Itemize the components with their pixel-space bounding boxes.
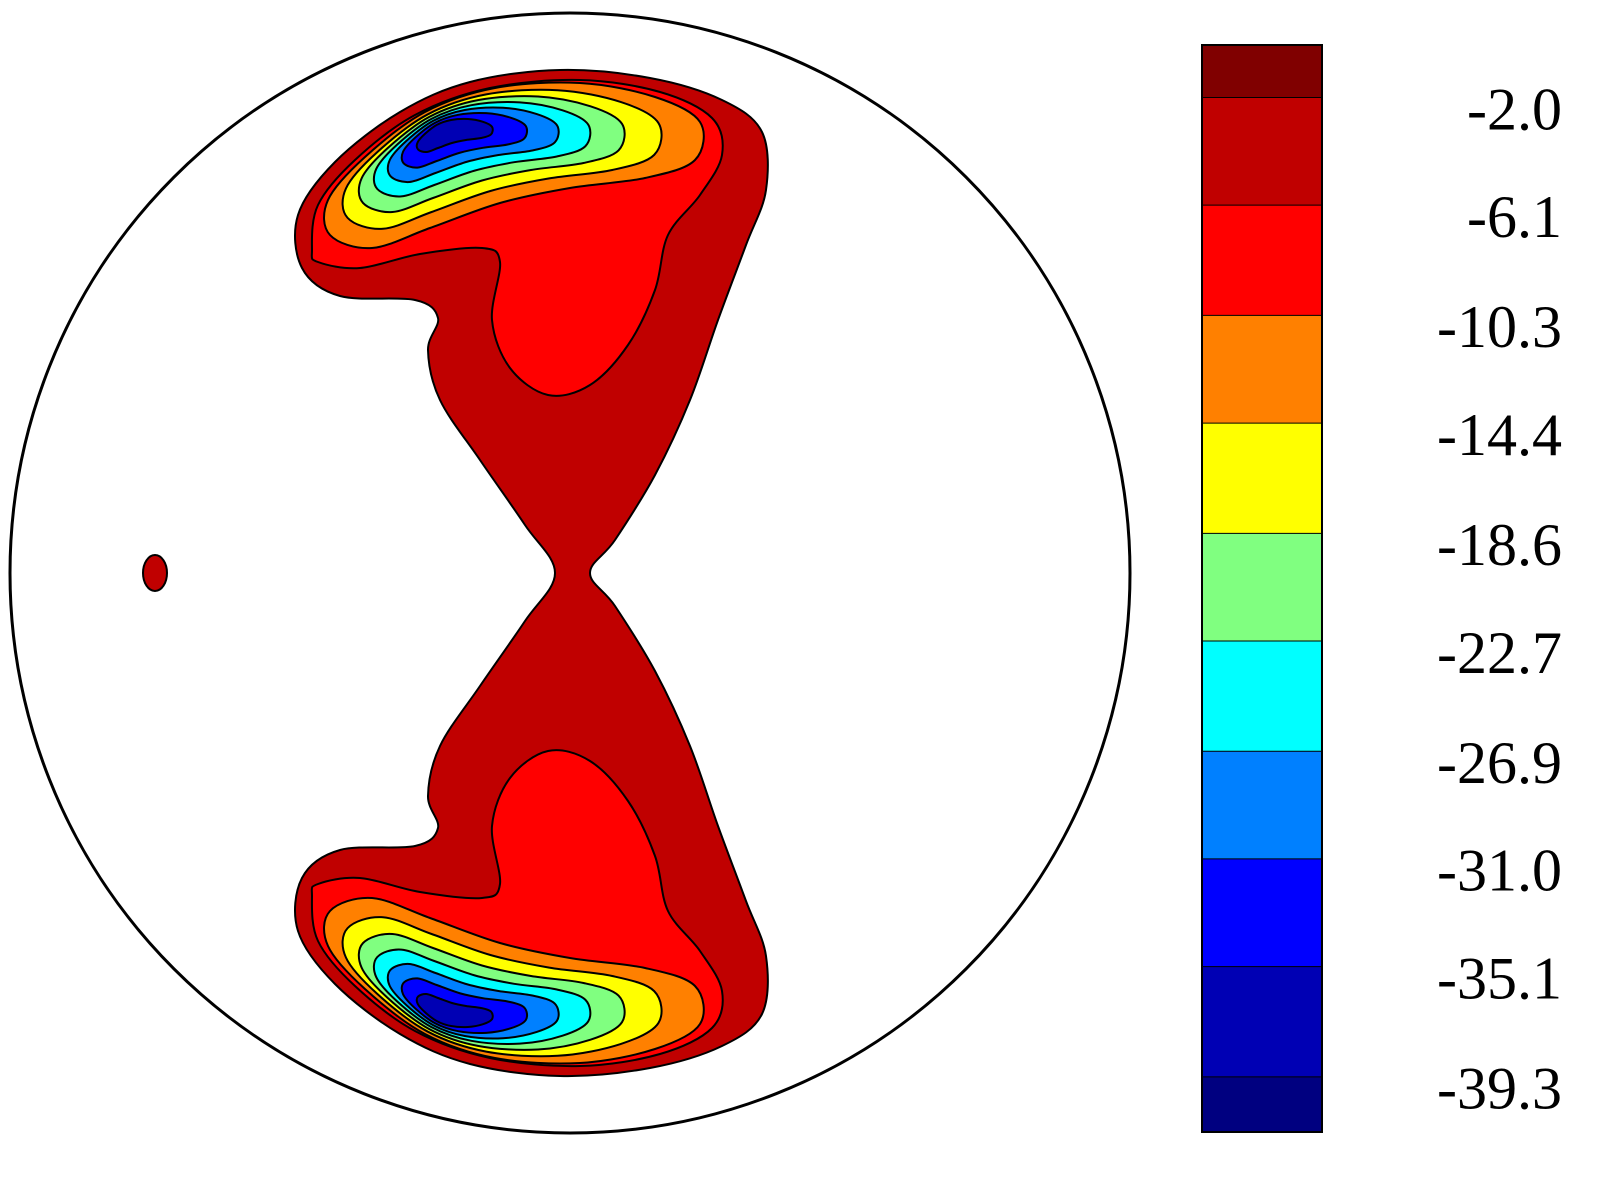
colorbar-band bbox=[1202, 97, 1322, 206]
colorbar-band bbox=[1202, 45, 1322, 98]
colorbar-tick-label: -26.9 bbox=[1437, 730, 1562, 796]
colorbar-frame bbox=[1201, 44, 1323, 1133]
colorbar-band bbox=[1202, 533, 1322, 642]
colorbar-tick-label: -2.0 bbox=[1467, 76, 1562, 142]
colorbar-band bbox=[1202, 641, 1322, 752]
colorbar-tick-label: -14.4 bbox=[1437, 402, 1562, 468]
colorbar-band bbox=[1202, 751, 1322, 859]
colorbar: -39.3 -35.1 -31.0 -26.9 -22.7 -18.6 -14.4 -10.3… bbox=[1201, 44, 1562, 1133]
pole-figure bbox=[142, 68, 769, 1078]
pole-circle bbox=[8, 11, 1132, 1135]
colorbar-tick-label: -10.3 bbox=[1437, 294, 1562, 360]
colorbar-band bbox=[1202, 205, 1322, 316]
colorbar-tick-label: -6.1 bbox=[1467, 184, 1562, 250]
colorbar-band bbox=[1202, 1076, 1322, 1132]
contour-region bbox=[415, 992, 494, 1029]
contour-region bbox=[415, 117, 494, 154]
contour-region bbox=[294, 68, 769, 1078]
colorbar-band bbox=[1202, 315, 1322, 424]
colorbar-band bbox=[1202, 858, 1322, 967]
colorbar-band bbox=[1202, 966, 1322, 1077]
colorbar-band bbox=[1202, 423, 1322, 534]
contour-region bbox=[142, 554, 168, 592]
colorbar-tick-label: -39.3 bbox=[1437, 1056, 1562, 1122]
colorbar-tick-label: -35.1 bbox=[1437, 945, 1562, 1011]
colorbar-tick-label: -31.0 bbox=[1437, 838, 1562, 904]
colorbar-tick-label: -22.7 bbox=[1437, 620, 1562, 686]
colorbar-tick-label: -18.6 bbox=[1437, 512, 1562, 578]
